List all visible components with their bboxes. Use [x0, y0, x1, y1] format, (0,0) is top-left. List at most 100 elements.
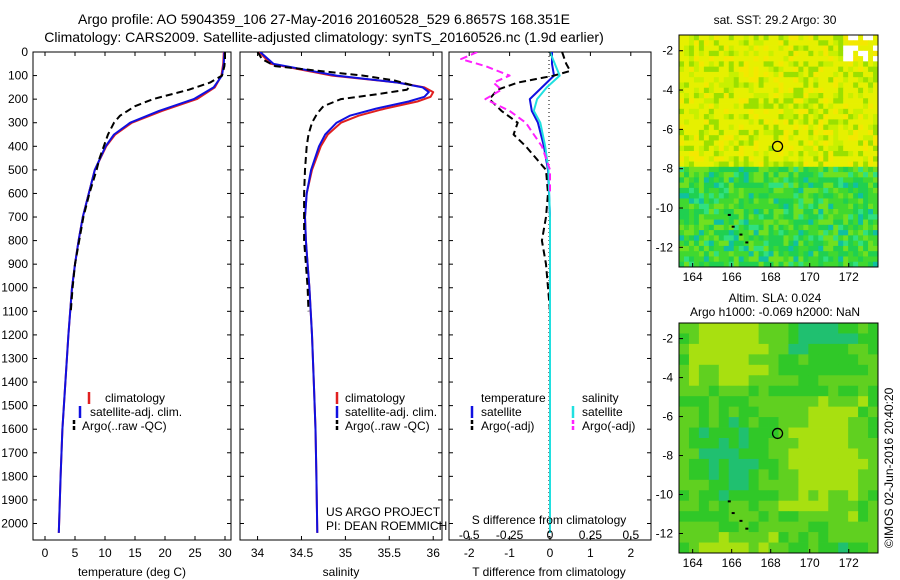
map-cell: [698, 532, 710, 543]
map-cell: [838, 438, 849, 449]
map-cell: [778, 182, 784, 189]
map-cell: [698, 56, 705, 62]
salinity-tick-label: 34: [251, 546, 265, 560]
map-cell: [679, 396, 690, 408]
map-cell: [808, 93, 814, 99]
map-cell: [723, 182, 730, 189]
map-cell: [728, 77, 735, 83]
map-cell: [703, 177, 710, 184]
map-cell: [688, 93, 695, 99]
map-cell: [723, 119, 730, 126]
map-cell: [823, 50, 829, 57]
map-cell: [728, 385, 740, 397]
map-cell: [848, 214, 854, 220]
map-cell: [818, 542, 829, 554]
map-cell: [758, 40, 764, 46]
map-cell: [853, 77, 859, 83]
map-cell: [688, 66, 695, 73]
depth-tick-label: 1400: [1, 375, 28, 389]
map-cell: [728, 35, 735, 41]
map-cell: [679, 230, 685, 236]
sst-map-title: sat. SST: 29.2 Argo: 30: [714, 13, 837, 27]
map-cell: [853, 261, 859, 268]
map-cell: [803, 198, 809, 205]
map-cell: [798, 145, 804, 152]
map-cell: [823, 198, 829, 205]
map-cell: [713, 177, 720, 184]
map-cell: [713, 261, 720, 268]
map-cell: [763, 219, 769, 226]
map-cell: [813, 129, 819, 136]
map-cell: [818, 364, 829, 376]
map-cell: [793, 151, 799, 157]
map-cell: [723, 140, 730, 147]
map-cell: [738, 151, 745, 157]
map-cell: [828, 532, 839, 543]
map-cell: [798, 198, 804, 205]
map-cell: [753, 98, 760, 104]
map-cell: [693, 66, 700, 73]
map-cell: [768, 230, 774, 236]
map-cell: [848, 61, 854, 68]
map-cell: [798, 35, 804, 41]
map-cell: [838, 56, 844, 62]
map-cell: [698, 145, 705, 152]
map-cell: [723, 129, 730, 136]
map-cell: [818, 256, 824, 263]
map-lon-label: 168: [761, 556, 781, 570]
map-cell: [698, 511, 710, 523]
map-cell: [679, 129, 685, 136]
map-cell: [713, 166, 720, 173]
map-cell: [738, 87, 745, 94]
map-cell: [743, 245, 750, 252]
map-cell: [738, 140, 745, 147]
map-cell: [863, 261, 869, 268]
map-cell: [778, 532, 789, 543]
map-cell: [843, 82, 849, 89]
map-cell: [793, 193, 799, 199]
map-cell: [693, 230, 700, 236]
map-cell: [858, 323, 869, 334]
map-cell: [798, 479, 809, 491]
map-cell: [793, 214, 799, 220]
map-cell: [838, 198, 844, 205]
map-cell: [793, 98, 799, 104]
map-cell: [718, 35, 725, 41]
map-cell: [743, 261, 750, 268]
map-cell: [768, 511, 779, 523]
map-cell: [723, 61, 730, 68]
temperature-tick-label: 5: [72, 546, 79, 560]
map-cell: [708, 542, 720, 554]
map-cell: [808, 511, 819, 523]
map-cell: [733, 182, 740, 189]
map-cell: [679, 417, 690, 428]
map-cell: [679, 406, 690, 418]
map-cell: [773, 87, 779, 94]
map-cell: [823, 230, 829, 236]
map-cell: [738, 103, 745, 110]
map-cell: [763, 35, 769, 41]
map-cell: [798, 256, 804, 263]
map-cell: [848, 209, 854, 215]
map-cell: [868, 156, 874, 162]
map-cell: [708, 385, 720, 397]
map-cell: [873, 82, 879, 89]
map-cell: [788, 87, 794, 94]
map-cell: [838, 214, 844, 220]
map-cell: [843, 56, 849, 62]
map-cell: [703, 50, 710, 57]
t-difference-xlabel: T difference from climatology: [472, 565, 626, 579]
map-cell: [843, 35, 849, 41]
map-cell: [778, 82, 784, 89]
map-cell: [798, 458, 809, 470]
map-cell: [708, 209, 715, 215]
map-cell: [778, 521, 789, 533]
map-cell: [683, 156, 690, 162]
map-cell: [843, 251, 849, 257]
map-cell: [748, 166, 755, 173]
map-cell: [758, 469, 769, 481]
legend-t-argo: Argo(-adj): [481, 419, 534, 433]
map-cell: [698, 375, 710, 387]
map-cell: [868, 438, 879, 449]
